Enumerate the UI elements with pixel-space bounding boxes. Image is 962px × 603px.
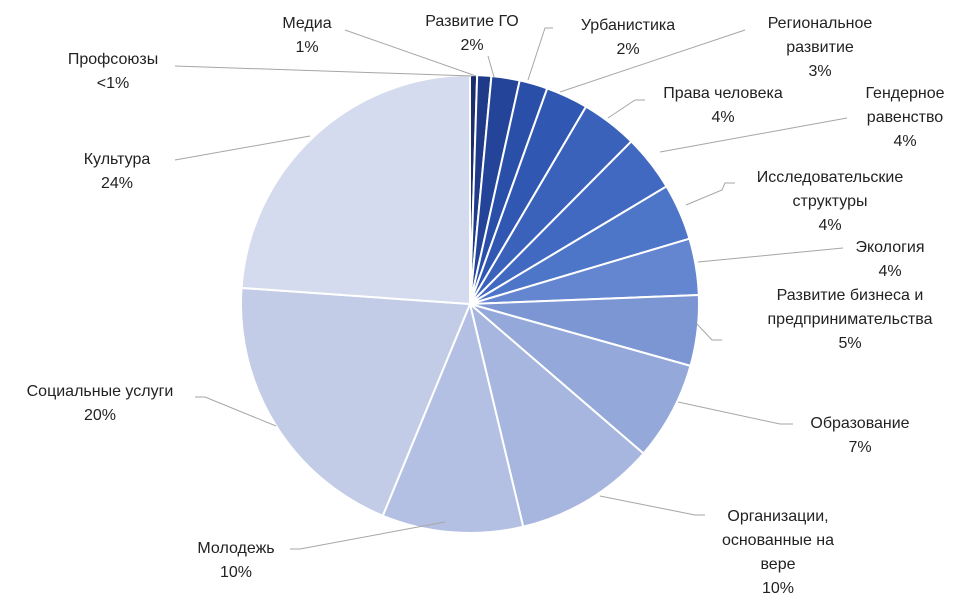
value-label: 10% bbox=[761, 580, 795, 597]
pie-slice bbox=[240, 73, 471, 306]
data-label: Культура 24% bbox=[57, 148, 177, 196]
category-label: Социальные услуги bbox=[26, 383, 174, 400]
value-label: 4% bbox=[711, 109, 735, 126]
data-label: Гендерное равенство 4% bbox=[855, 82, 955, 154]
category-label: Урбанистика bbox=[580, 17, 676, 34]
value-label: <1% bbox=[96, 75, 130, 92]
data-label: Развитие ГО 2% bbox=[407, 10, 537, 58]
data-label: Урбанистика 2% bbox=[563, 14, 693, 62]
data-label: Медиа 1% bbox=[267, 12, 347, 60]
category-label: Образование bbox=[810, 415, 910, 432]
value-label: 24% bbox=[100, 175, 134, 192]
category-label: Гендерное равенство bbox=[865, 85, 945, 126]
data-label: Образование 7% bbox=[790, 412, 930, 460]
data-label: Молодежь 10% bbox=[166, 537, 306, 585]
value-label: 1% bbox=[295, 39, 319, 56]
value-label: 20% bbox=[83, 407, 117, 424]
value-label: 4% bbox=[878, 263, 902, 280]
value-label: 5% bbox=[838, 335, 862, 352]
pie-slice bbox=[468, 301, 645, 528]
data-label: Профсоюзы <1% bbox=[53, 48, 173, 96]
value-label: 4% bbox=[893, 133, 917, 150]
data-label: Развитие бизнеса и предпринимательства 5% bbox=[740, 284, 960, 356]
value-label: 2% bbox=[616, 41, 640, 58]
data-label: Исследовательские структуры 4% bbox=[730, 166, 930, 238]
pie-slice bbox=[240, 286, 472, 518]
category-label: Региональное развитие bbox=[767, 15, 873, 56]
value-label: 10% bbox=[219, 564, 253, 581]
value-label: 3% bbox=[808, 63, 832, 80]
value-label: 7% bbox=[848, 439, 872, 456]
category-label: Исследовательские структуры bbox=[756, 169, 904, 210]
data-label: Права человека 4% bbox=[643, 82, 803, 130]
data-label: Организации, основанные на вере 10% bbox=[703, 505, 853, 601]
value-label: 4% bbox=[818, 217, 842, 234]
category-label: Организации, основанные на вере bbox=[721, 508, 835, 573]
leader-lines bbox=[174, 27, 848, 550]
category-label: Права человека bbox=[663, 85, 783, 102]
value-label: 2% bbox=[460, 37, 484, 54]
category-label: Профсоюзы bbox=[67, 51, 159, 68]
pie-slice bbox=[381, 300, 525, 534]
category-label: Экология bbox=[855, 239, 925, 256]
category-label: Развитие бизнеса и предпринимательства bbox=[767, 287, 933, 328]
category-label: Развитие ГО bbox=[425, 13, 519, 30]
category-label: Медиа bbox=[282, 15, 332, 32]
category-label: Культура bbox=[83, 151, 151, 168]
data-label: Региональное развитие 3% bbox=[750, 12, 890, 84]
category-label: Молодежь bbox=[197, 540, 275, 557]
data-label: Социальные услуги 20% bbox=[0, 380, 200, 428]
data-label: Экология 4% bbox=[840, 236, 940, 284]
